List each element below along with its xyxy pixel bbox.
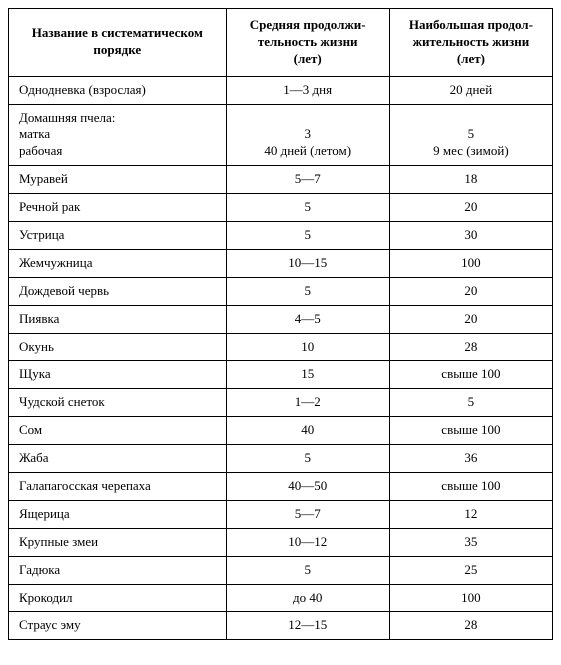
- table-row: Ящерица5—712: [9, 500, 553, 528]
- table-row: Муравей5—718: [9, 166, 553, 194]
- table-row: Крупные змеи10—1235: [9, 528, 553, 556]
- cell-avg: 40: [226, 417, 389, 445]
- table-header: Название в систематическом порядке Средн…: [9, 9, 553, 77]
- cell-avg: 4—5: [226, 305, 389, 333]
- cell-max: 5 9 мес (зимой): [389, 104, 552, 166]
- cell-name: Жемчужница: [9, 249, 227, 277]
- cell-avg: 3 40 дней (летом): [226, 104, 389, 166]
- table-row: Чудской снеток1—25: [9, 389, 553, 417]
- cell-avg: 10—15: [226, 249, 389, 277]
- table-row: Крокодилдо 40100: [9, 584, 553, 612]
- cell-max: 36: [389, 445, 552, 473]
- col-header-name: Название в систематическом порядке: [9, 9, 227, 77]
- cell-max: 35: [389, 528, 552, 556]
- cell-name: Гадюка: [9, 556, 227, 584]
- cell-max: свыше 100: [389, 361, 552, 389]
- table-row: Галапагосская черепаха40—50свыше 100: [9, 473, 553, 501]
- table-body: Однодневка (взрослая)1—3 дня20 днейДомаш…: [9, 76, 553, 640]
- col-header-max: Наибольшая продол- жительность жизни (ле…: [389, 9, 552, 77]
- cell-max: свыше 100: [389, 473, 552, 501]
- cell-name: Домашняя пчела: матка рабочая: [9, 104, 227, 166]
- cell-avg: 5: [226, 277, 389, 305]
- cell-max: 25: [389, 556, 552, 584]
- table-row: Речной рак520: [9, 194, 553, 222]
- cell-max: 18: [389, 166, 552, 194]
- table-row: Домашняя пчела: матка рабочая 3 40 дней …: [9, 104, 553, 166]
- col-header-avg: Средняя продолжи- тельность жизни (лет): [226, 9, 389, 77]
- cell-avg: 5: [226, 445, 389, 473]
- cell-name: Муравей: [9, 166, 227, 194]
- cell-name: Жаба: [9, 445, 227, 473]
- table-row: Жемчужница10—15100: [9, 249, 553, 277]
- cell-max: 28: [389, 333, 552, 361]
- cell-avg: 5: [226, 222, 389, 250]
- cell-name: Окунь: [9, 333, 227, 361]
- cell-max: 20: [389, 277, 552, 305]
- cell-avg: 1—3 дня: [226, 76, 389, 104]
- cell-max: 20: [389, 305, 552, 333]
- cell-max: 100: [389, 584, 552, 612]
- cell-max: свыше 100: [389, 417, 552, 445]
- cell-name: Страус эму: [9, 612, 227, 640]
- cell-max: 100: [389, 249, 552, 277]
- cell-name: Щука: [9, 361, 227, 389]
- table-row: Щука15свыше 100: [9, 361, 553, 389]
- table-row: Сом40свыше 100: [9, 417, 553, 445]
- cell-name: Речной рак: [9, 194, 227, 222]
- cell-name: Галапагосская черепаха: [9, 473, 227, 501]
- cell-avg: 15: [226, 361, 389, 389]
- cell-name: Ящерица: [9, 500, 227, 528]
- cell-max: 12: [389, 500, 552, 528]
- cell-name: Чудской снеток: [9, 389, 227, 417]
- cell-avg: 5—7: [226, 500, 389, 528]
- cell-name: Крупные змеи: [9, 528, 227, 556]
- cell-name: Однодневка (взрослая): [9, 76, 227, 104]
- cell-avg: 5: [226, 194, 389, 222]
- cell-name: Сом: [9, 417, 227, 445]
- cell-max: 20: [389, 194, 552, 222]
- table-row: Страус эму12—1528: [9, 612, 553, 640]
- cell-max: 28: [389, 612, 552, 640]
- cell-name: Дождевой червь: [9, 277, 227, 305]
- cell-avg: 12—15: [226, 612, 389, 640]
- cell-name: Крокодил: [9, 584, 227, 612]
- cell-avg: 40—50: [226, 473, 389, 501]
- cell-avg: 1—2: [226, 389, 389, 417]
- cell-max: 5: [389, 389, 552, 417]
- cell-avg: 10: [226, 333, 389, 361]
- table-row: Однодневка (взрослая)1—3 дня20 дней: [9, 76, 553, 104]
- cell-name: Устрица: [9, 222, 227, 250]
- table-row: Пиявка4—520: [9, 305, 553, 333]
- table-row: Устрица530: [9, 222, 553, 250]
- cell-max: 30: [389, 222, 552, 250]
- table-row: Гадюка525: [9, 556, 553, 584]
- cell-avg: 10—12: [226, 528, 389, 556]
- cell-name: Пиявка: [9, 305, 227, 333]
- cell-avg: 5—7: [226, 166, 389, 194]
- cell-avg: до 40: [226, 584, 389, 612]
- table-row: Жаба536: [9, 445, 553, 473]
- table-row: Окунь1028: [9, 333, 553, 361]
- lifespan-table: Название в систематическом порядке Средн…: [8, 8, 553, 640]
- table-row: Дождевой червь520: [9, 277, 553, 305]
- cell-avg: 5: [226, 556, 389, 584]
- cell-max: 20 дней: [389, 76, 552, 104]
